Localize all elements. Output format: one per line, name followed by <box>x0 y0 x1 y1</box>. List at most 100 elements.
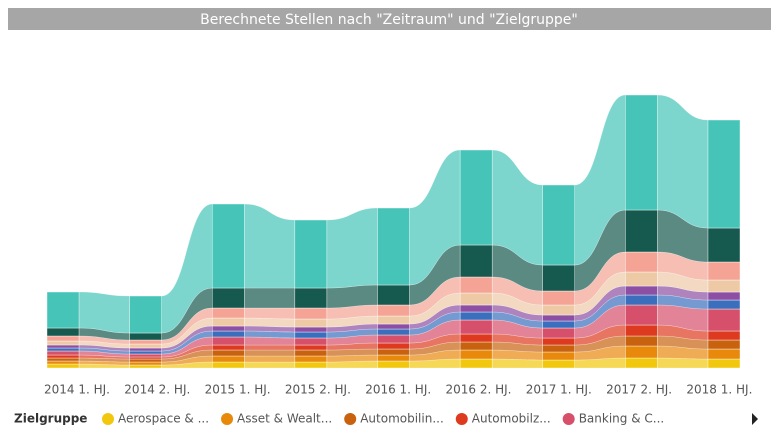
bar-segment <box>377 323 410 330</box>
bar-segment <box>46 291 80 329</box>
bar-segment <box>707 279 741 293</box>
bar-segment <box>294 307 328 320</box>
legend-label: Automobilin... <box>360 412 444 426</box>
bar-segment <box>129 353 162 358</box>
bar-segment <box>459 319 493 335</box>
bar-segment <box>542 314 575 322</box>
ribbon <box>244 307 296 320</box>
bar-segment <box>129 356 162 360</box>
bar-segment <box>129 339 162 345</box>
bar-segment <box>294 349 328 357</box>
bar-segment <box>212 325 245 332</box>
legend-swatch <box>562 413 575 425</box>
bar-segment <box>459 304 493 313</box>
bar-segment <box>542 184 575 266</box>
legend-swatch <box>344 413 357 425</box>
bar-segment <box>294 361 328 369</box>
bar-segment <box>377 354 410 362</box>
bar-segment <box>707 119 741 229</box>
bar-segment <box>294 318 328 328</box>
bar-segment <box>294 287 328 309</box>
bar-segment <box>542 290 575 306</box>
x-tick-label: 2016 1. HJ. <box>365 383 431 397</box>
bar-segment <box>129 343 162 349</box>
ribbon <box>244 349 296 357</box>
bar-segment <box>46 350 80 356</box>
bar-segment <box>625 209 658 253</box>
bar-segment <box>294 344 328 351</box>
ribbon <box>244 317 296 328</box>
bar-segment <box>459 244 493 278</box>
bar-segment <box>542 304 575 316</box>
bar-segment <box>542 337 575 346</box>
bar-segment <box>377 348 410 356</box>
bar-segment <box>212 287 245 309</box>
bar-segment <box>625 335 658 347</box>
bar-segment <box>46 357 80 362</box>
bar-segment <box>459 341 493 351</box>
bar-segment <box>212 336 245 346</box>
bar-segment <box>459 311 493 321</box>
bar-segment <box>46 335 80 342</box>
bar-segment <box>129 361 162 366</box>
x-tick-label: 2014 2. HJ. <box>124 383 190 397</box>
bar-segment <box>377 342 410 350</box>
bar-segment <box>542 359 575 369</box>
bar-segment <box>459 276 493 294</box>
x-tick-label: 2014 1. HJ. <box>44 383 110 397</box>
x-tick-label: 2015 1. HJ. <box>205 383 271 397</box>
bar-segment <box>625 304 658 326</box>
bar-segment <box>129 332 162 341</box>
x-tick-label: 2016 2. HJ. <box>446 383 512 397</box>
bar-segment <box>707 358 741 369</box>
bar-segment <box>294 219 328 289</box>
bar-segment <box>542 344 575 353</box>
bar-segment <box>46 360 80 365</box>
title-bar <box>8 8 771 30</box>
legend-next[interactable] <box>752 413 758 425</box>
bar-segment <box>377 315 410 325</box>
bar-segment <box>625 251 658 273</box>
bar-segment <box>294 355 328 363</box>
bar-segment <box>129 350 162 355</box>
bar-segment <box>625 94 658 211</box>
bar-segment <box>542 327 575 339</box>
bar-segment <box>129 295 162 334</box>
x-tick-label: 2015 2. HJ. <box>285 383 351 397</box>
plot <box>46 94 741 369</box>
legend-label: Aerospace & ... <box>118 412 209 426</box>
ribbon <box>244 344 296 351</box>
bar-segment <box>625 271 658 287</box>
ribbon <box>491 358 543 369</box>
bar-segment <box>459 358 493 369</box>
bar-segment <box>212 344 245 351</box>
bar-segment <box>212 355 245 363</box>
ribbon <box>244 361 296 369</box>
bar-segment <box>212 317 245 327</box>
bar-segment <box>46 340 80 346</box>
legend-label: Asset & Wealt... <box>237 412 332 426</box>
legend-swatch <box>221 413 234 425</box>
ribbon <box>244 336 296 346</box>
bar-segment <box>212 349 245 357</box>
bar-segment <box>625 357 658 369</box>
bar-segment <box>129 347 162 352</box>
bar-segment <box>212 203 245 289</box>
ribbon <box>244 287 296 309</box>
bar-segment <box>459 149 493 246</box>
bar-segment <box>707 291 741 301</box>
bar-segment <box>129 364 162 369</box>
ribbon <box>78 291 130 334</box>
bar-segment <box>377 360 410 369</box>
bar-segment <box>459 292 493 306</box>
chart-title: Berechnete Stellen nach "Zeitraum" und "… <box>200 12 578 28</box>
bar-segment <box>294 331 328 339</box>
ribbon <box>244 355 296 363</box>
bar-segment <box>625 294 658 306</box>
bar-segment <box>212 361 245 369</box>
bar-segment <box>377 304 410 317</box>
bar-segment <box>707 308 741 332</box>
bar-segment <box>294 337 328 346</box>
legend-title: Zielgruppe <box>14 412 87 426</box>
